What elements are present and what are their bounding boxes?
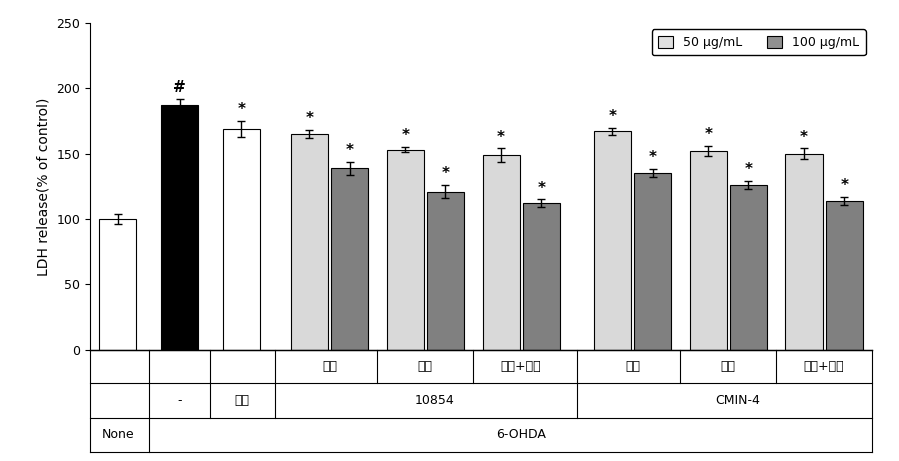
- Text: *: *: [401, 128, 409, 143]
- Bar: [522, 203, 560, 350]
- Text: *: *: [648, 150, 656, 165]
- Text: *: *: [841, 178, 849, 193]
- Text: None: None: [102, 428, 134, 442]
- Text: CMIN-4: CMIN-4: [715, 394, 760, 407]
- Y-axis label: LDH release(% of control): LDH release(% of control): [37, 97, 50, 276]
- Text: 6-OHDA: 6-OHDA: [496, 428, 546, 442]
- Bar: [825, 201, 863, 350]
- Text: 생강: 생강: [625, 360, 640, 373]
- Bar: [161, 106, 198, 350]
- Text: -: -: [177, 394, 182, 407]
- Text: *: *: [800, 130, 808, 145]
- Text: *: *: [609, 109, 617, 124]
- Bar: [99, 219, 137, 350]
- Text: 백국+효소: 백국+효소: [501, 360, 541, 373]
- Bar: [483, 155, 520, 350]
- Text: *: *: [538, 181, 546, 195]
- Text: 효소: 효소: [721, 360, 735, 373]
- Text: *: *: [237, 102, 245, 117]
- Text: 생강: 생강: [322, 360, 337, 373]
- Bar: [730, 185, 767, 350]
- Bar: [786, 154, 823, 350]
- Text: 백국+효소: 백국+효소: [804, 360, 844, 373]
- Text: *: *: [345, 142, 353, 158]
- Legend: 50 μg/mL, 100 μg/mL: 50 μg/mL, 100 μg/mL: [652, 30, 866, 55]
- Text: *: *: [744, 162, 752, 177]
- Bar: [427, 192, 464, 350]
- Bar: [594, 131, 631, 350]
- Bar: [331, 168, 368, 350]
- Text: 생강: 생강: [234, 394, 249, 407]
- Text: #: #: [174, 80, 186, 95]
- Text: 효소: 효소: [418, 360, 432, 373]
- Bar: [291, 134, 328, 350]
- Bar: [634, 173, 671, 350]
- Bar: [223, 129, 260, 350]
- Text: *: *: [441, 166, 450, 181]
- Text: *: *: [306, 111, 314, 126]
- Text: *: *: [497, 130, 505, 145]
- Bar: [387, 150, 423, 350]
- Text: 10854: 10854: [414, 394, 455, 407]
- Bar: [690, 151, 726, 350]
- Text: *: *: [704, 127, 712, 142]
